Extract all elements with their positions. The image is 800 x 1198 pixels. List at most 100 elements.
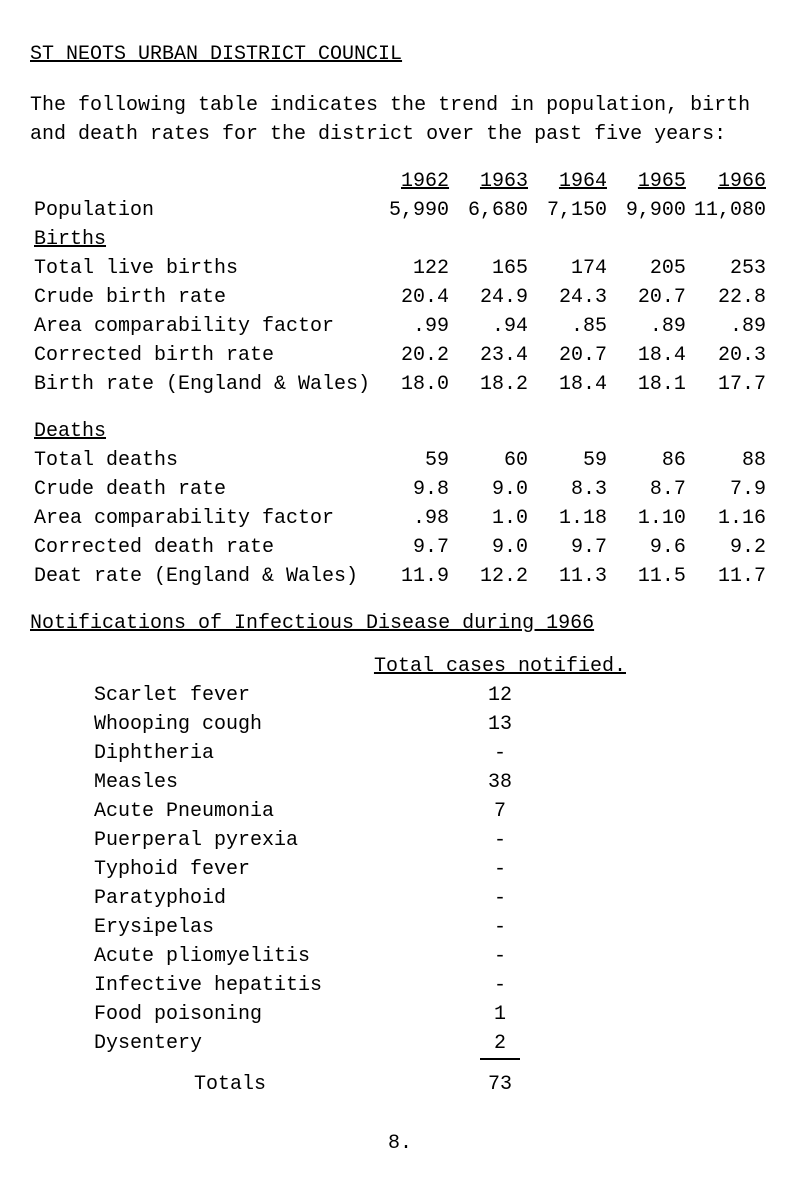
intro-paragraph: The following table indicates the trend … — [30, 91, 770, 149]
notif-val: 13 — [370, 710, 630, 739]
row-label: Crude death rate — [30, 475, 374, 504]
notif-val: - — [370, 913, 630, 942]
cell: 86 — [611, 446, 690, 475]
list-item: Dysentery2 — [90, 1029, 630, 1058]
cell: 11.9 — [374, 562, 453, 591]
table-row: Total deaths 59 60 59 86 88 — [30, 446, 770, 475]
notif-label: Measles — [90, 768, 370, 797]
page-title: ST NEOTS URBAN DISTRICT COUNCIL — [30, 40, 770, 69]
notif-header-row: Total cases notified. — [90, 652, 630, 681]
notif-label: Acute Pneumonia — [90, 797, 370, 826]
notif-label: Diphtheria — [90, 739, 370, 768]
population-1963: 6,680 — [453, 196, 532, 225]
cell: .89 — [690, 312, 770, 341]
cell: 9.0 — [453, 475, 532, 504]
cell: 9.6 — [611, 533, 690, 562]
page-number: 8. — [30, 1129, 770, 1158]
cell: 88 — [690, 446, 770, 475]
row-label: Corrected death rate — [30, 533, 374, 562]
cell: 59 — [532, 446, 611, 475]
cell: 174 — [532, 254, 611, 283]
notif-val: - — [370, 739, 630, 768]
cell: 9.2 — [690, 533, 770, 562]
notif-val: - — [370, 971, 630, 1000]
cell: 12.2 — [453, 562, 532, 591]
births-section-row: Births — [30, 225, 770, 254]
list-item: Infective hepatitis- — [90, 971, 630, 1000]
notif-label: Acute pliomyelitis — [90, 942, 370, 971]
notif-label: Paratyphoid — [90, 884, 370, 913]
population-1962: 5,990 — [374, 196, 453, 225]
list-item: Measles38 — [90, 768, 630, 797]
deaths-section-head: Deaths — [30, 417, 374, 446]
cell: 8.3 — [532, 475, 611, 504]
cell: 205 — [611, 254, 690, 283]
notif-val: - — [370, 826, 630, 855]
cell: 9.7 — [374, 533, 453, 562]
population-label: Population — [30, 196, 374, 225]
list-item: Scarlet fever12 — [90, 681, 630, 710]
table-row: Area comparability factor .98 1.0 1.18 1… — [30, 504, 770, 533]
row-label: Area comparability factor — [30, 504, 374, 533]
row-label: Crude birth rate — [30, 283, 374, 312]
list-item: Puerperal pyrexia- — [90, 826, 630, 855]
cell: 23.4 — [453, 341, 532, 370]
cell: .89 — [611, 312, 690, 341]
notif-label: Food poisoning — [90, 1000, 370, 1029]
cell: 18.4 — [532, 370, 611, 399]
cell: 9.0 — [453, 533, 532, 562]
cell: 7.9 — [690, 475, 770, 504]
totals-val: 73 — [370, 1060, 630, 1099]
totals-label: Totals — [90, 1060, 370, 1099]
cell: 1.18 — [532, 504, 611, 533]
notif-label: Infective hepatitis — [90, 971, 370, 1000]
row-label: Corrected birth rate — [30, 341, 374, 370]
population-1966: 11,080 — [690, 196, 770, 225]
notif-label: Dysentery — [90, 1029, 370, 1058]
notif-val: - — [370, 855, 630, 884]
list-item: Acute pliomyelitis- — [90, 942, 630, 971]
cell: 17.7 — [690, 370, 770, 399]
table-row: Corrected birth rate 20.2 23.4 20.7 18.4… — [30, 341, 770, 370]
notif-val: - — [370, 884, 630, 913]
notif-label: Scarlet fever — [90, 681, 370, 710]
year-1962: 1962 — [374, 167, 453, 196]
cell: 9.8 — [374, 475, 453, 504]
cell: 20.7 — [532, 341, 611, 370]
notif-val: 1 — [370, 1000, 630, 1029]
notif-label: Typhoid fever — [90, 855, 370, 884]
population-1965: 9,900 — [611, 196, 690, 225]
list-item: Food poisoning1 — [90, 1000, 630, 1029]
cell: 11.7 — [690, 562, 770, 591]
cell: 253 — [690, 254, 770, 283]
totals-row: Totals 73 — [90, 1060, 630, 1099]
cell: 1.16 — [690, 504, 770, 533]
notif-val: 7 — [370, 797, 630, 826]
table-row: Corrected death rate 9.7 9.0 9.7 9.6 9.2 — [30, 533, 770, 562]
notifications-table: Total cases notified. Scarlet fever12 Wh… — [90, 652, 630, 1099]
births-section-head: Births — [30, 225, 374, 254]
cell: 59 — [374, 446, 453, 475]
table-row: Total live births 122 165 174 205 253 — [30, 254, 770, 283]
cell: 20.7 — [611, 283, 690, 312]
cell: 24.9 — [453, 283, 532, 312]
cell: 8.7 — [611, 475, 690, 504]
notif-header: Total cases notified. — [374, 655, 626, 678]
list-item: Acute Pneumonia7 — [90, 797, 630, 826]
cell: 18.1 — [611, 370, 690, 399]
table-row: Area comparability factor .99 .94 .85 .8… — [30, 312, 770, 341]
notif-val: - — [370, 942, 630, 971]
cell: 165 — [453, 254, 532, 283]
notif-val: 38 — [370, 768, 630, 797]
cell: 18.2 — [453, 370, 532, 399]
cell: .99 — [374, 312, 453, 341]
year-1964: 1964 — [532, 167, 611, 196]
cell: 20.2 — [374, 341, 453, 370]
notif-val: 2 — [370, 1029, 630, 1058]
cell: 18.0 — [374, 370, 453, 399]
population-1964: 7,150 — [532, 196, 611, 225]
list-item: Erysipelas- — [90, 913, 630, 942]
row-label: Total deaths — [30, 446, 374, 475]
deaths-section-row: Deaths — [30, 417, 770, 446]
cell: .94 — [453, 312, 532, 341]
